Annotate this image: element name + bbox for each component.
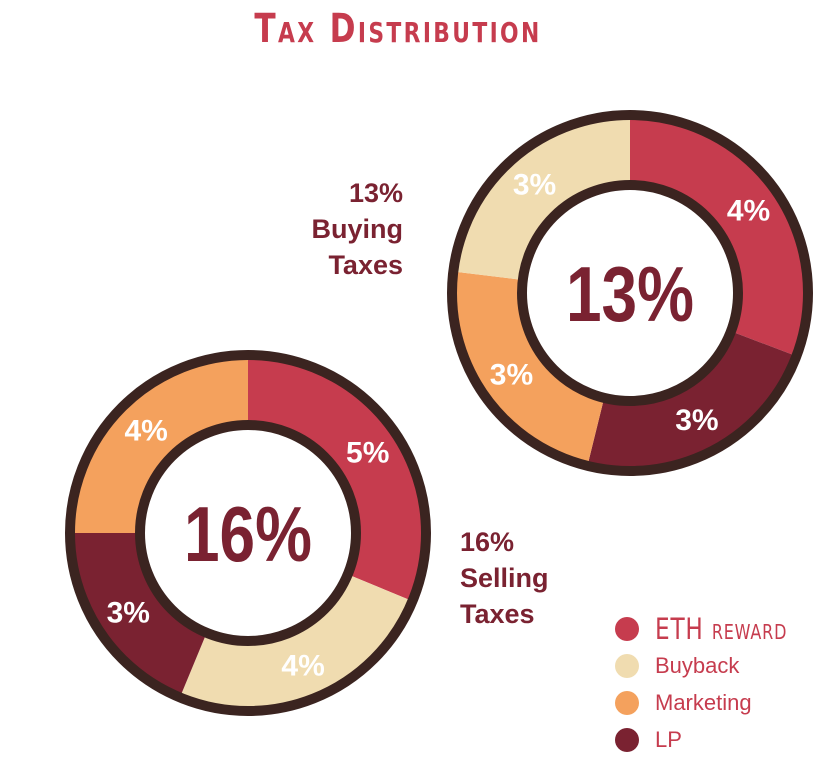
- legend-item-eth-reward: ETH reward: [615, 610, 820, 647]
- sell-total: 16%: [184, 491, 312, 578]
- legend: ETH reward Buyback Marketing LP: [615, 610, 820, 758]
- sell-slice-marketing: [70, 355, 248, 533]
- legend-label: Marketing: [655, 689, 752, 715]
- legend-item-lp: LP: [615, 721, 820, 758]
- sell-donut: 5% 4% 3% 4% 16%: [65, 350, 431, 716]
- sell-label-eth-reward: 5%: [346, 436, 389, 469]
- selling-caption-line-3: Taxes: [460, 599, 535, 629]
- chart-title: Tax Distribution: [254, 6, 542, 52]
- buying-taxes-caption: 13% Buying Taxes: [312, 175, 404, 283]
- buy-label-marketing: 3%: [490, 358, 533, 391]
- legend-swatch-buyback: [615, 653, 639, 678]
- buy-donut: 4% 3% 3% 3% 13%: [447, 110, 813, 476]
- buy-inner-ring: [517, 180, 743, 406]
- legend-label: LP: [655, 726, 682, 752]
- sell-label-marketing: 4%: [124, 415, 167, 448]
- legend-swatch-marketing: [615, 690, 639, 715]
- buying-caption-line-2: Buying: [311, 214, 404, 244]
- legend-item-buyback: Buyback: [615, 647, 820, 684]
- legend-label: ETH reward: [655, 611, 788, 646]
- buy-slice-lp: [587, 331, 797, 471]
- selling-caption-line-1: 16%: [460, 527, 515, 557]
- selling-caption-line-2: Selling: [460, 563, 549, 593]
- buy-label-buyback: 3%: [513, 169, 556, 202]
- sell-slice-buyback: [179, 574, 413, 711]
- selling-taxes-caption: 16% Selling Taxes: [460, 524, 549, 632]
- buy-outer-ring: [447, 110, 813, 476]
- legend-item-marketing: Marketing: [615, 684, 820, 721]
- buy-slice-buyback: [453, 115, 630, 280]
- sell-inner-ring: [135, 420, 361, 646]
- buy-label-eth-reward: 4%: [727, 195, 770, 228]
- sell-label-buyback: 4%: [281, 650, 324, 683]
- legend-swatch-lp: [615, 727, 639, 752]
- sell-slice-lp: [70, 533, 207, 698]
- legend-swatch-eth-reward: [615, 616, 639, 641]
- buying-caption-line-3: Taxes: [328, 250, 403, 280]
- buy-slice-marketing: [451, 271, 605, 466]
- buy-total: 13%: [566, 251, 694, 338]
- sell-outer-ring: [65, 350, 431, 716]
- buy-label-lp: 3%: [675, 404, 718, 437]
- buying-caption-line-1: 13%: [348, 178, 403, 208]
- legend-label: Buyback: [655, 652, 740, 678]
- sell-label-lp: 3%: [107, 597, 150, 630]
